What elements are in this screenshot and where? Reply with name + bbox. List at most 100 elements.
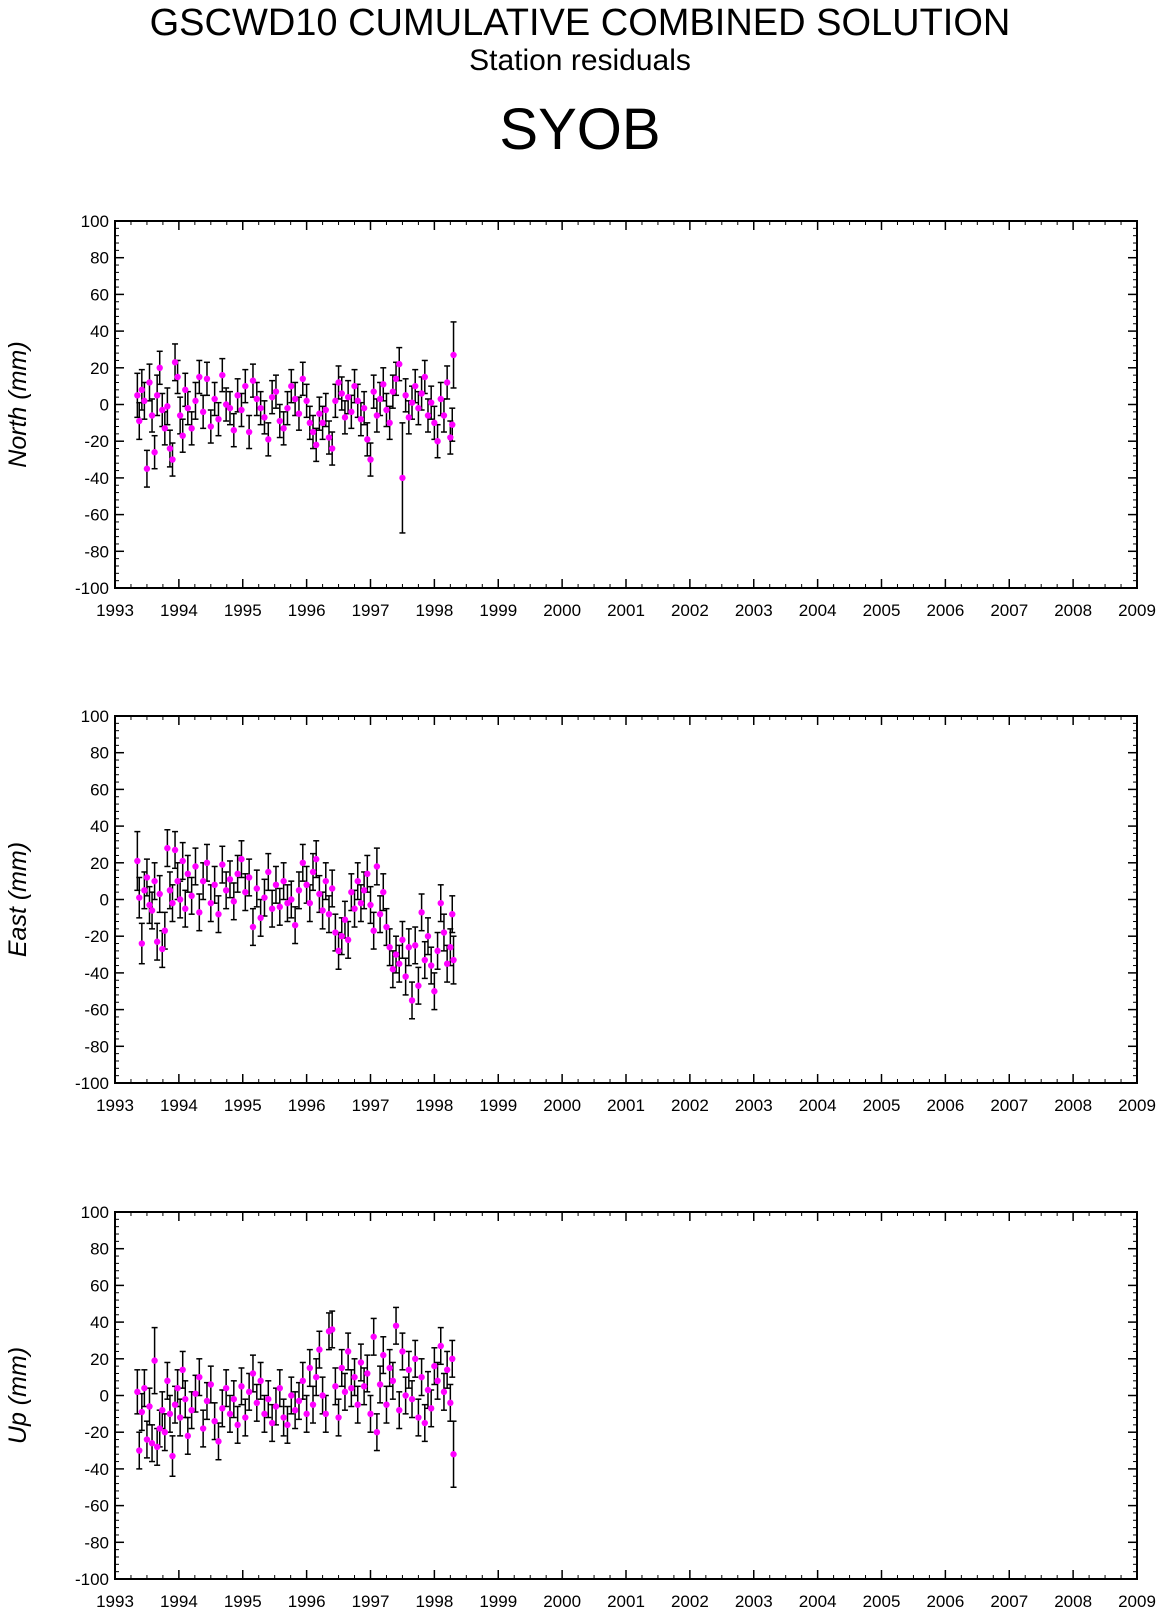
x-tick-label: 2004	[799, 1592, 837, 1611]
data-point	[364, 1370, 371, 1377]
data-point	[370, 1333, 377, 1340]
y-tick-label: -80	[84, 1037, 109, 1056]
x-tick-label: 2008	[1054, 1592, 1092, 1611]
data-point	[373, 863, 381, 870]
data-point	[389, 1377, 397, 1385]
data-point	[332, 929, 339, 936]
data-point	[219, 371, 226, 379]
y-axis-label: Up (mm)	[4, 1347, 32, 1444]
y-tick-label: 60	[90, 1276, 109, 1295]
y-tick-label: 40	[90, 1313, 109, 1332]
x-tick-label: 2000	[543, 601, 581, 620]
data-point	[174, 373, 181, 381]
data-point	[392, 951, 400, 958]
data-point	[295, 887, 303, 894]
data-point	[184, 870, 192, 878]
x-tick-label: 2008	[1054, 1096, 1092, 1115]
data-point	[153, 392, 161, 399]
data-point	[344, 936, 352, 944]
data-point	[141, 397, 148, 405]
data-point	[332, 397, 339, 405]
data-point	[280, 877, 287, 885]
x-tick-label: 2006	[926, 1096, 964, 1115]
data-point	[319, 419, 326, 427]
x-tick-label: 1997	[352, 1592, 390, 1611]
data-point	[427, 399, 435, 406]
data-point	[306, 899, 314, 907]
data-point	[370, 388, 377, 395]
panel-0: 1993 1994 1995 1996 1997 1998 1999 2000 2001 2002…	[4, 212, 1156, 620]
data-point	[257, 404, 264, 412]
data-point	[288, 382, 295, 390]
data-point	[134, 1388, 141, 1396]
x-tick-label: 2008	[1054, 601, 1092, 620]
data-point	[319, 1392, 326, 1399]
data-point	[303, 881, 310, 889]
y-tick-label: -60	[84, 1497, 109, 1516]
data-point	[418, 1373, 425, 1381]
data-point	[424, 933, 432, 940]
data-point	[176, 412, 184, 419]
data-point	[136, 1447, 143, 1454]
data-point	[380, 1351, 387, 1359]
y-tick-label: -20	[84, 1423, 109, 1442]
x-tick-label: 2003	[735, 601, 773, 620]
data-point	[424, 1386, 432, 1394]
data-point	[268, 1419, 276, 1427]
data-point	[171, 359, 179, 366]
data-point	[316, 1346, 323, 1353]
data-point	[174, 1384, 181, 1392]
y-tick-label: 100	[81, 212, 109, 231]
data-point	[309, 1401, 317, 1408]
data-point	[322, 1410, 329, 1418]
data-point	[399, 936, 406, 944]
data-point	[299, 859, 306, 866]
data-point	[188, 425, 195, 432]
data-point	[389, 966, 397, 973]
data-point	[341, 414, 349, 421]
data-point	[261, 894, 268, 901]
data-point	[184, 404, 192, 412]
data-point	[335, 379, 342, 386]
data-point	[325, 434, 333, 441]
data-point	[450, 351, 457, 359]
data-point	[249, 923, 257, 931]
data-point	[325, 910, 333, 918]
data-point	[313, 1373, 320, 1381]
data-point	[182, 1395, 189, 1403]
data-point	[146, 901, 153, 909]
data-point	[166, 1410, 174, 1418]
x-tick-label: 2002	[671, 1592, 709, 1611]
data-point	[421, 1419, 428, 1427]
data-point	[418, 909, 425, 916]
data-point	[316, 410, 323, 417]
data-point	[344, 393, 352, 401]
data-point	[295, 410, 303, 417]
data-point	[188, 892, 195, 900]
data-series	[134, 1306, 457, 1488]
data-point	[257, 914, 264, 922]
x-tick-label: 1996	[288, 1592, 326, 1611]
data-point	[261, 1410, 268, 1418]
data-point	[313, 441, 320, 449]
y-tick-label: 20	[90, 854, 109, 873]
x-tick-label: 2000	[543, 1096, 581, 1115]
x-tick-label: 1994	[160, 1592, 198, 1611]
data-point	[443, 379, 451, 386]
data-point	[203, 1397, 211, 1405]
data-point	[443, 1366, 451, 1374]
x-tick-label: 2005	[863, 1096, 901, 1115]
data-point	[192, 1390, 199, 1397]
data-point	[392, 375, 400, 383]
data-point	[182, 386, 189, 394]
data-point	[386, 944, 393, 951]
data-point	[148, 907, 156, 914]
data-point	[219, 1405, 226, 1412]
data-point	[415, 404, 422, 412]
data-point	[367, 456, 374, 463]
data-point	[376, 395, 384, 403]
data-point	[348, 1384, 355, 1392]
data-point	[238, 1383, 245, 1390]
data-point	[386, 1364, 393, 1372]
